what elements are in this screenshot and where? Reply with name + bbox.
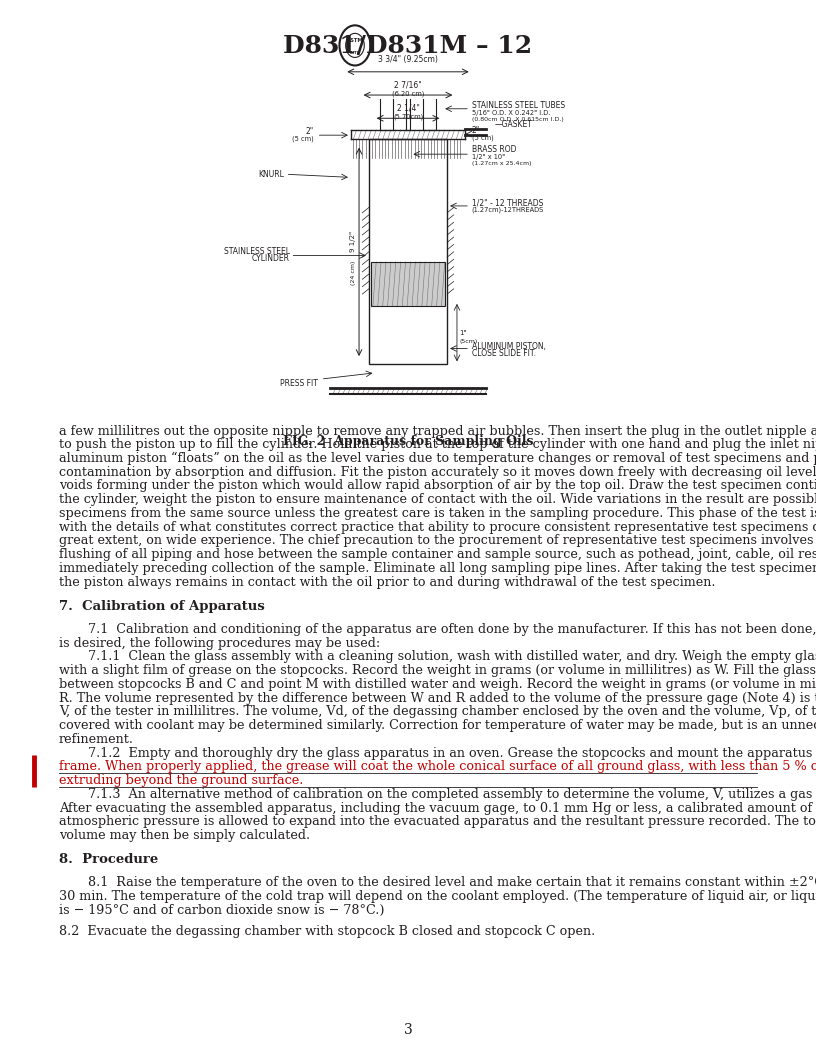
Text: 2": 2": [306, 128, 314, 136]
Text: aluminum piston “floats” on the oil as the level varies due to temperature chang: aluminum piston “floats” on the oil as t…: [59, 452, 816, 466]
Text: BRASS ROD: BRASS ROD: [472, 146, 517, 154]
Text: 7.  Calibration of Apparatus: 7. Calibration of Apparatus: [59, 600, 264, 612]
Text: frame. When properly applied, the grease will coat the whole conical surface of : frame. When properly applied, the grease…: [59, 760, 816, 773]
Text: 30 min. The temperature of the cold trap will depend on the coolant employed. (T: 30 min. The temperature of the cold trap…: [59, 890, 816, 903]
Text: extruding beyond the ground surface.: extruding beyond the ground surface.: [59, 774, 303, 787]
Text: (5cm): (5cm): [459, 339, 477, 343]
Text: After evacuating the assembled apparatus, including the vacuum gage, to 0.1 mm H: After evacuating the assembled apparatus…: [59, 802, 816, 814]
Text: great extent, on wide experience. The chief precaution to the procurement of rep: great extent, on wide experience. The ch…: [59, 534, 816, 547]
Text: ALUMINUM PISTON,: ALUMINUM PISTON,: [472, 342, 546, 351]
Text: 2": 2": [472, 127, 480, 135]
Text: 3: 3: [404, 1022, 412, 1037]
Text: (6.20 cm): (6.20 cm): [392, 91, 424, 97]
Text: the piston always remains in contact with the oil prior to and during withdrawal: the piston always remains in contact wit…: [59, 576, 716, 588]
Text: 7.1.3  An alternative method of calibration on the completed assembly to determi: 7.1.3 An alternative method of calibrati…: [88, 788, 816, 800]
Text: (24 cm): (24 cm): [351, 261, 356, 285]
Text: 8.  Procedure: 8. Procedure: [59, 853, 158, 866]
Text: —GASKET: —GASKET: [494, 120, 532, 129]
Text: R. The volume represented by the difference between W and R added to the volume : R. The volume represented by the differe…: [59, 692, 816, 704]
Text: STAINLESS STEEL: STAINLESS STEEL: [224, 247, 290, 256]
Text: covered with coolant may be determined similarly. Correction for temperature of : covered with coolant may be determined s…: [59, 719, 816, 732]
Text: 1/2" - 12 THREADS: 1/2" - 12 THREADS: [472, 199, 543, 207]
Text: 1/2" x 10": 1/2" x 10": [472, 154, 505, 161]
Text: ASTM: ASTM: [347, 38, 363, 42]
Text: 7.1.1  Clean the glass assembly with a cleaning solution, wash with distilled wa: 7.1.1 Clean the glass assembly with a cl…: [88, 650, 816, 663]
Text: FIG. 2  Apparatus for Sampling Oils: FIG. 2 Apparatus for Sampling Oils: [283, 435, 533, 448]
Text: with the details of what constitutes correct practice that ability to procure co: with the details of what constitutes cor…: [59, 521, 816, 533]
Text: 2 7/16": 2 7/16": [394, 80, 422, 90]
Text: 2 1/4": 2 1/4": [397, 103, 419, 113]
Text: CLOSE SLIDE FIT.: CLOSE SLIDE FIT.: [472, 350, 535, 358]
Text: flushing of all piping and hose between the sample container and sample source, : flushing of all piping and hose between …: [59, 548, 816, 561]
Text: between stopcocks B and C and point M with distilled water and weigh. Record the: between stopcocks B and C and point M wi…: [59, 678, 816, 691]
Text: CYLINDER: CYLINDER: [251, 254, 290, 263]
Text: INTL: INTL: [350, 51, 360, 55]
Text: is desired, the following procedures may be used:: is desired, the following procedures may…: [59, 637, 380, 649]
Text: the cylinder, weight the piston to ensure maintenance of contact with the oil. W: the cylinder, weight the piston to ensur…: [59, 493, 816, 506]
Text: (1.27cm x 25.4cm): (1.27cm x 25.4cm): [472, 162, 531, 166]
Text: KNURL: KNURL: [258, 170, 284, 178]
Text: 1": 1": [459, 329, 467, 336]
Text: immediately preceding collection of the sample. Eliminate all long sampling pipe: immediately preceding collection of the …: [59, 562, 816, 574]
Text: voids forming under the piston which would allow rapid absorption of air by the : voids forming under the piston which wou…: [59, 479, 816, 492]
Text: to push the piston up to fill the cylinder. Hold the piston at the top of the cy: to push the piston up to fill the cylind…: [59, 438, 816, 451]
Text: a few millilitres out the opposite nipple to remove any trapped air bubbles. The: a few millilitres out the opposite nippl…: [59, 425, 816, 437]
Text: 5/16" O.D. X 0.242" I.D.: 5/16" O.D. X 0.242" I.D.: [472, 110, 550, 116]
Text: 7.1  Calibration and conditioning of the apparatus are often done by the manufac: 7.1 Calibration and conditioning of the …: [88, 623, 816, 636]
Text: 7.1.2  Empty and thoroughly dry the glass apparatus in an oven. Grease the stopc: 7.1.2 Empty and thoroughly dry the glass…: [88, 747, 816, 759]
Text: atmospheric pressure is allowed to expand into the evacuated apparatus and the r: atmospheric pressure is allowed to expan…: [59, 815, 816, 828]
Text: is − 195°C and of carbon dioxide snow is − 78°C.): is − 195°C and of carbon dioxide snow is…: [59, 904, 384, 917]
Text: (5 cm): (5 cm): [472, 134, 494, 140]
Text: 3 3/4" (9.25cm): 3 3/4" (9.25cm): [378, 55, 438, 64]
Text: (1.27cm)-12THREADS: (1.27cm)-12THREADS: [472, 207, 544, 213]
Text: refinement.: refinement.: [59, 733, 134, 746]
Text: V, of the tester in millilitres. The volume, Vd, of the degassing chamber enclos: V, of the tester in millilitres. The vol…: [59, 705, 816, 718]
Text: STAINLESS STEEL TUBES: STAINLESS STEEL TUBES: [472, 101, 565, 110]
Text: 8.2  Evacuate the degassing chamber with stopcock B closed and stopcock C open.: 8.2 Evacuate the degassing chamber with …: [59, 925, 595, 938]
Text: PRESS FIT: PRESS FIT: [281, 379, 318, 388]
Text: with a slight film of grease on the stopcocks. Record the weight in grams (or vo: with a slight film of grease on the stop…: [59, 664, 816, 677]
Text: (5 cm): (5 cm): [292, 135, 314, 142]
Text: 8.1  Raise the temperature of the oven to the desired level and make certain tha: 8.1 Raise the temperature of the oven to…: [88, 876, 816, 889]
Text: (5.70cm): (5.70cm): [392, 114, 424, 120]
Text: 9 1/2": 9 1/2": [350, 230, 356, 252]
Text: D831/D831M – 12: D831/D831M – 12: [283, 35, 533, 58]
Bar: [371, 262, 445, 306]
Text: (0.80cm O.D. X 0.615cm I.D.): (0.80cm O.D. X 0.615cm I.D.): [472, 117, 563, 121]
Text: contamination by absorption and diffusion. Fit the piston accurately so it moves: contamination by absorption and diffusio…: [59, 466, 816, 478]
Text: volume may then be simply calculated.: volume may then be simply calculated.: [59, 829, 310, 842]
Text: specimens from the same source unless the greatest care is taken in the sampling: specimens from the same source unless th…: [59, 507, 816, 520]
Bar: [369, 139, 447, 364]
